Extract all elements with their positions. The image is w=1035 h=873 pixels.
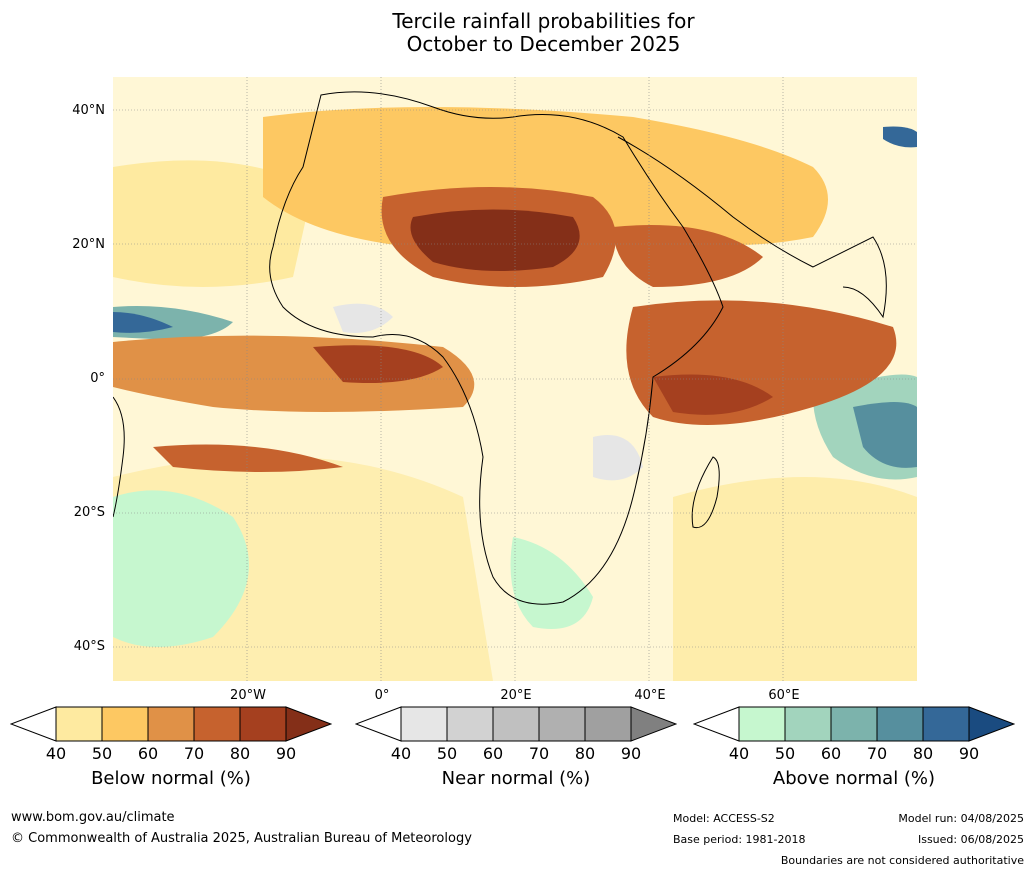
above-tick: 90: [958, 744, 980, 763]
near-tick: 90: [620, 744, 642, 763]
region-near-west-africa: [333, 303, 393, 333]
map-title: Tercile rainfall probabilities for Octob…: [0, 10, 1035, 56]
colorbar-below: [10, 706, 332, 742]
near-tick: 60: [482, 744, 504, 763]
below-swatch-3: [147, 706, 195, 742]
rainfall-probability-map: [113, 77, 917, 681]
colorbar-above: [693, 706, 1015, 742]
base-period: Base period: 1981-2018: [673, 833, 806, 846]
south-america-coastline: [113, 396, 125, 518]
below-tick: 40: [45, 744, 67, 763]
above-swatch-2: [784, 706, 832, 742]
lon-label-20w: 20°W: [230, 688, 266, 703]
below-swatch-0: [10, 706, 57, 742]
near-tick: 50: [436, 744, 458, 763]
issued-date: Issued: 06/08/2025: [917, 833, 1024, 846]
website-link[interactable]: www.bom.gov.au/climate: [11, 810, 175, 825]
below-tick: 50: [91, 744, 113, 763]
region-pale-3: [673, 477, 917, 681]
disclaimer: Boundaries are not considered authoritat…: [780, 854, 1024, 867]
region-near-central-africa: [593, 435, 643, 481]
near-tick: 80: [574, 744, 596, 763]
lon-label-40e: 40°E: [634, 688, 666, 703]
region-below-gulf-guinea-core: [313, 345, 443, 383]
title-line-1: Tercile rainfall probabilities for: [392, 9, 695, 33]
near-swatch-6: [630, 706, 677, 742]
below-swatch-6: [285, 706, 332, 742]
region-above-indian-ocean-core: [853, 402, 917, 468]
below-swatch-4: [193, 706, 241, 742]
lon-label-20e: 20°E: [500, 688, 532, 703]
near-swatch-0: [355, 706, 402, 742]
above-normal-label: Above normal (%): [772, 768, 936, 789]
above-swatch-3: [830, 706, 878, 742]
below-swatch-2: [101, 706, 149, 742]
near-swatch-2: [446, 706, 494, 742]
region-below-east-africa-core: [653, 374, 773, 415]
madagascar-coastline: [691, 456, 720, 529]
below-normal-label: Below normal (%): [91, 768, 251, 789]
lat-label-40n: 40°N: [72, 103, 105, 118]
copyright: © Commonwealth of Australia 2025, Austra…: [11, 831, 472, 846]
near-swatch-4: [538, 706, 586, 742]
title-line-2: October to December 2025: [406, 32, 681, 56]
model-run: Model run: 04/08/2025: [898, 812, 1024, 825]
lat-label-equator: 0°: [90, 371, 105, 386]
near-swatch-1: [400, 706, 448, 742]
above-tick: 80: [912, 744, 934, 763]
below-tick: 70: [183, 744, 205, 763]
lon-label-0: 0°: [374, 688, 390, 703]
region-below-sahel-core: [410, 209, 580, 271]
map-canvas: [113, 77, 917, 681]
near-swatch-5: [584, 706, 632, 742]
arabia-india-coastline: [617, 136, 887, 319]
region-below-arabia: [613, 225, 763, 287]
above-tick: 50: [774, 744, 796, 763]
lat-label-20s: 20°S: [73, 505, 105, 520]
colorbar-near: [355, 706, 677, 742]
near-swatch-3: [492, 706, 540, 742]
near-tick: 40: [390, 744, 412, 763]
below-swatch-5: [239, 706, 287, 742]
lon-label-60e: 60°E: [768, 688, 800, 703]
above-swatch-1: [738, 706, 786, 742]
above-tick: 70: [866, 744, 888, 763]
region-below-south-atlantic-band: [153, 444, 343, 472]
lat-label-20n: 20°N: [72, 237, 105, 252]
region-above-sw-atlantic: [113, 490, 249, 647]
lat-label-40s: 40°S: [73, 639, 105, 654]
africa-coastline: [269, 91, 724, 605]
model-name: Model: ACCESS-S2: [673, 812, 775, 825]
region-above-caspian: [883, 126, 917, 148]
above-swatch-5: [922, 706, 970, 742]
above-tick: 60: [820, 744, 842, 763]
below-tick: 60: [137, 744, 159, 763]
above-swatch-6: [968, 706, 1015, 742]
above-swatch-0: [693, 706, 740, 742]
above-swatch-4: [876, 706, 924, 742]
below-swatch-1: [55, 706, 103, 742]
near-tick: 70: [528, 744, 550, 763]
above-tick: 40: [728, 744, 750, 763]
graticule: [113, 77, 917, 681]
region-above-tropical-atlantic-core: [113, 312, 173, 333]
below-tick: 90: [275, 744, 297, 763]
region-above-south-africa: [510, 537, 593, 629]
below-tick: 80: [229, 744, 251, 763]
near-normal-label: Near normal (%): [441, 768, 591, 789]
